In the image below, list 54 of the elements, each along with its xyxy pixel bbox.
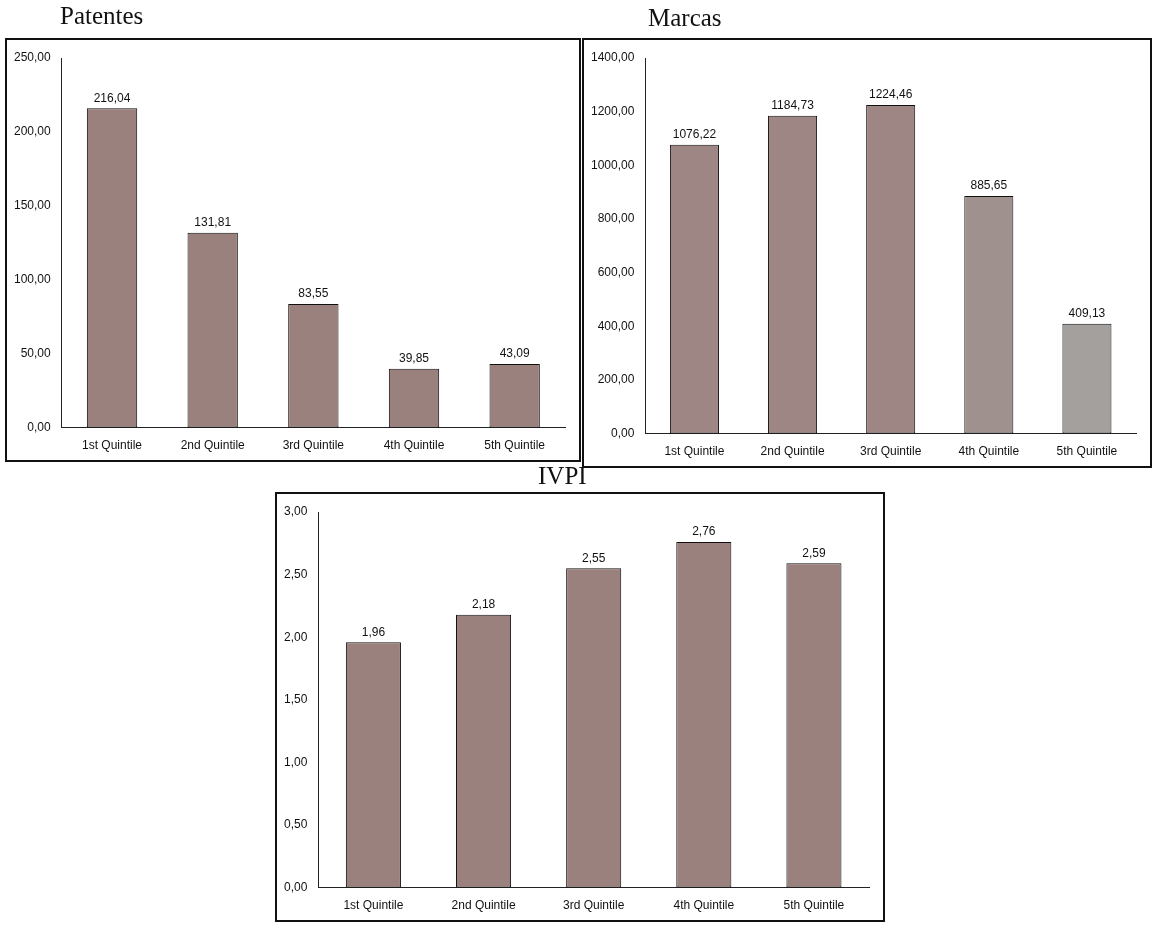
x-tick-label: 1st Quintile	[82, 438, 143, 453]
data-label: 43,09	[499, 346, 531, 361]
x-tick-label: 2nd Quintile	[760, 444, 825, 459]
x-tick-label: 1st Quintile	[664, 444, 725, 459]
data-label: 131,81	[194, 215, 232, 230]
chart-title: Patentes	[60, 2, 144, 30]
data-label: 1076,22	[672, 127, 717, 142]
chart-title: IVPI	[538, 462, 587, 490]
y-tick-label: 0,00	[27, 419, 52, 434]
data-label: 1,96	[361, 624, 386, 639]
data-label: 2,55	[582, 550, 606, 565]
y-tick-label: 1,00	[284, 754, 308, 769]
x-tick-label: 1st Quintile	[343, 898, 404, 913]
y-tick-label: 250,00	[14, 50, 52, 65]
y-tick-label: 2,50	[284, 566, 308, 581]
data-label: 1224,46	[868, 87, 913, 102]
x-tick-label: 4th Quintile	[673, 898, 735, 913]
y-tick-label: 50,00	[20, 345, 52, 360]
y-tick-label: 0,00	[284, 879, 308, 894]
y-tick-label: 1,50	[284, 692, 308, 707]
x-tick-label: 3rd Quintile	[282, 438, 345, 453]
data-label: 2,76	[692, 524, 716, 539]
data-label: 216,04	[93, 90, 131, 105]
y-tick-label: 200,00	[597, 372, 635, 387]
y-tick-label: 2,00	[284, 629, 308, 644]
y-tick-label: 0,50	[284, 817, 308, 832]
y-tick-label: 0,00	[611, 425, 635, 440]
data-label: 83,55	[298, 286, 329, 301]
data-label: 409,13	[1068, 306, 1106, 321]
data-label: 2,18	[471, 596, 496, 611]
y-tick-label: 200,00	[14, 124, 52, 139]
x-tick-label: 4th Quintile	[958, 444, 1020, 459]
x-tick-label: 4th Quintile	[383, 438, 445, 453]
data-label: 2,59	[802, 545, 826, 560]
y-tick-label: 600,00	[597, 264, 635, 279]
y-tick-label: 800,00	[597, 211, 635, 226]
y-tick-label: 400,00	[597, 318, 635, 333]
x-tick-label: 5th Quintile	[1056, 444, 1118, 459]
y-tick-label: 100,00	[14, 272, 52, 287]
y-tick-label: 150,00	[14, 198, 52, 213]
y-tick-label: 1400,00	[590, 50, 635, 65]
x-tick-label: 3rd Quintile	[562, 898, 625, 913]
x-tick-label: 5th Quintile	[484, 438, 546, 453]
chart-title: Marcas	[648, 4, 722, 32]
data-label: 885,65	[970, 178, 1008, 193]
x-tick-label: 3rd Quintile	[860, 444, 922, 459]
data-label: 1184,73	[771, 98, 815, 113]
x-tick-label: 2nd Quintile	[451, 898, 516, 913]
data-label: 39,85	[399, 351, 430, 365]
x-tick-label: 2nd Quintile	[180, 438, 246, 453]
y-tick-label: 1200,00	[590, 103, 635, 118]
x-tick-label: 5th Quintile	[783, 898, 845, 913]
y-tick-label: 3,00	[284, 504, 308, 519]
y-tick-label: 1000,00	[590, 157, 635, 172]
